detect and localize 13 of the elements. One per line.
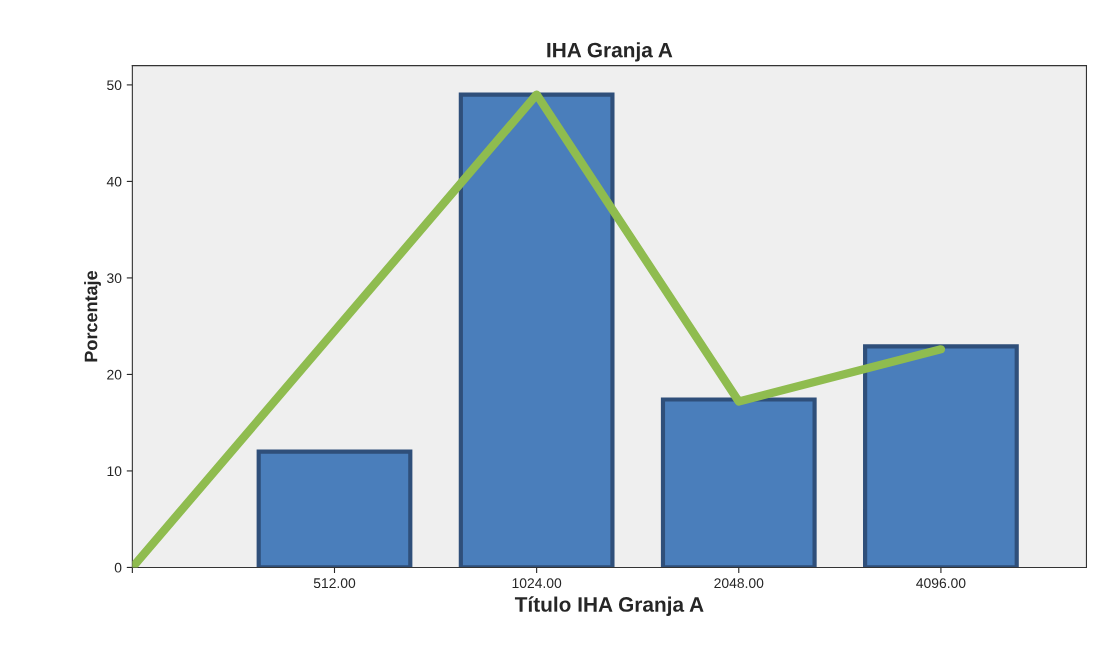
- y-tick-label: 50: [107, 80, 122, 91]
- y-tick-label: 10: [107, 466, 122, 477]
- x-tick-label: 512.00: [313, 578, 356, 589]
- y-tick-label: 40: [106, 176, 122, 187]
- y-tick-label: 0: [114, 562, 122, 573]
- y-axis-title: Porcentaje: [84, 270, 101, 362]
- x-tick-label: 1024.00: [512, 578, 562, 589]
- chart-title: IHA Granja A: [547, 42, 673, 62]
- y-tick-label: 30: [107, 273, 122, 284]
- x-axis-title: Título IHA Granja A: [514, 596, 704, 616]
- x-tick-label: 2048.00: [714, 578, 764, 589]
- y-tick-label: 20: [107, 369, 122, 380]
- x-tick-label: 4096.00: [916, 578, 966, 589]
